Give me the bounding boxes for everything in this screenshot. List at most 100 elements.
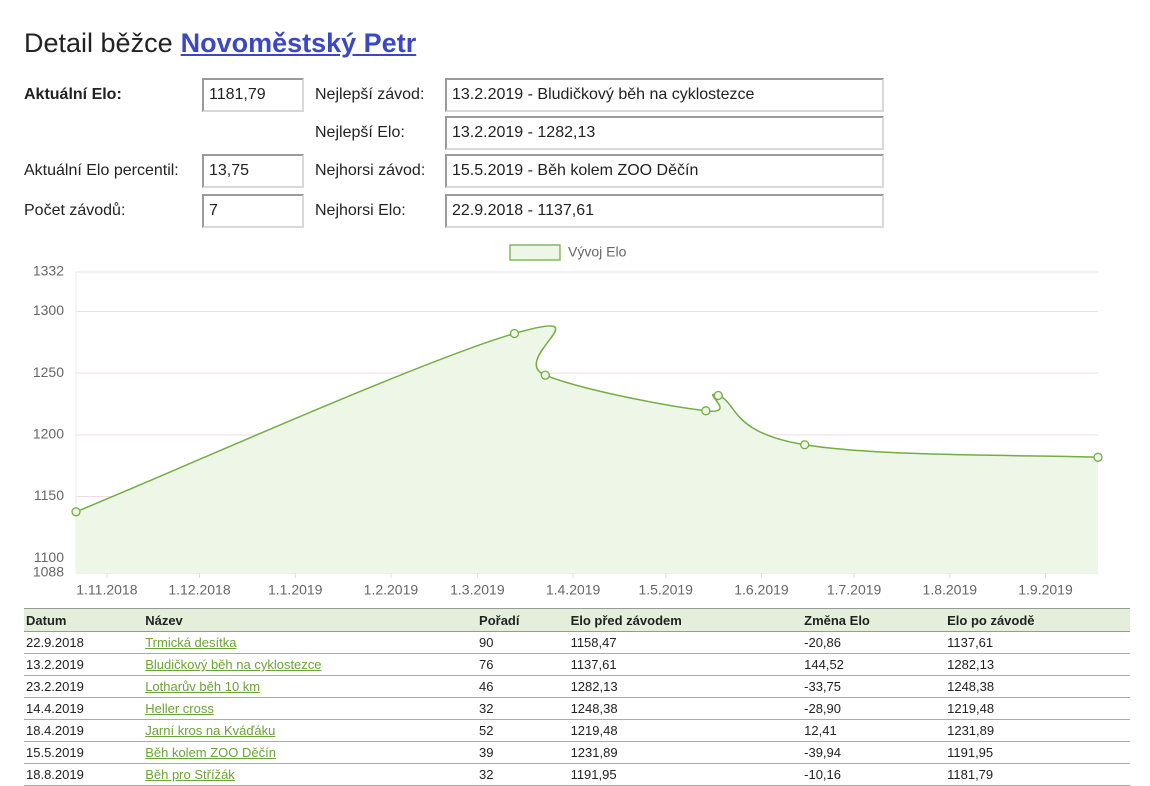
race-link[interactable]: Běh pro Střížák: [145, 767, 235, 782]
cell: 1248,38: [945, 675, 1130, 698]
x-tick-label: 1.5.2019: [638, 582, 693, 598]
column-header: Elo po závodě: [945, 608, 1130, 632]
field-label: Aktuální Elo percentil:: [24, 162, 179, 179]
cell: 18.4.2019: [24, 719, 144, 742]
y-tick-label: 1332: [33, 263, 64, 279]
cell: Lotharův běh 10 km: [143, 675, 478, 698]
cell: 1282,13: [945, 653, 1130, 676]
column-header: Datum: [24, 608, 144, 632]
x-tick-label: 1.8.2019: [923, 582, 978, 598]
column-header: Změna Elo: [802, 608, 946, 632]
cell: 1137,61: [568, 653, 803, 676]
cell: 39: [477, 741, 569, 764]
x-tick-label: 1.7.2019: [827, 582, 882, 598]
field-value: 13.2.2019 - Bludičkový běh na cyklostezc…: [445, 78, 884, 112]
cell: 46: [477, 675, 569, 698]
point: [800, 440, 810, 450]
runner-link[interactable]: Novoměstský Petr: [180, 28, 417, 58]
table-row: 18.8.2019 Běh pro Střížák 32 1191,95 -10,16 1…: [24, 763, 1130, 786]
cell: 32: [477, 697, 569, 720]
cell: 18.8.2019: [24, 763, 144, 786]
y-tick-label: 1100: [34, 549, 64, 565]
cell: Heller cross: [143, 697, 478, 720]
race-link[interactable]: Bludičkový běh na cyklostezce: [145, 657, 322, 672]
point: [713, 390, 723, 401]
cell: 52: [477, 719, 569, 742]
field-value: 1181,79: [202, 78, 304, 112]
field-label: Nejlepší závod:: [315, 86, 425, 103]
x-tick-label: 1.3.2019: [450, 582, 505, 598]
cell: 90: [477, 631, 569, 654]
x-tick-label: 1.9.2019: [1018, 582, 1073, 598]
cell: 144,52: [802, 653, 946, 676]
cell: 23.2.2019: [24, 675, 144, 698]
field-label: Počet závodů:: [24, 202, 126, 219]
table-row: 13.2.2019 Bludičkový běh na cyklostezce 76…: [24, 653, 1130, 676]
field-label: Nejhorsi závod:: [315, 162, 426, 179]
cell: 1137,61: [945, 631, 1130, 654]
cell: 14.4.2019: [24, 697, 144, 720]
cell: -10,16: [802, 763, 946, 786]
cell: Běh kolem ZOO Děčín: [143, 741, 478, 764]
results-table: Datum Název Pořadí Elo před závodem Změna El…: [24, 608, 1130, 786]
race-link[interactable]: Běh kolem ZOO Děčín: [145, 745, 276, 760]
cell: -33,75: [802, 675, 946, 698]
cell: 76: [477, 653, 569, 676]
race-link[interactable]: Trmická desítka: [145, 635, 237, 650]
x-tick-label: 1.11.2018: [76, 582, 137, 598]
legend-label: Vývoj Elo: [568, 244, 627, 260]
x-tick-label: 1.1.2019: [268, 582, 323, 598]
cell: 1248,38: [568, 697, 803, 720]
x-tick-label: 1.12.2018: [168, 582, 230, 598]
column-header: Název: [143, 608, 478, 632]
cell: Jarní kros na Kváďáku: [143, 719, 478, 742]
cell: 1181,79: [945, 763, 1130, 786]
field-value: 13,75: [202, 154, 304, 188]
cell: 1191,95: [945, 741, 1130, 764]
legend-swatch: [509, 244, 561, 261]
cell: 1191,95: [568, 763, 803, 786]
race-link[interactable]: Lotharův běh 10 km: [145, 679, 261, 694]
table-row: 14.4.2019 Heller cross 32 1248,38 -28,90 1219…: [24, 697, 1130, 720]
point: [71, 507, 81, 517]
field-label: Nejlepší Elo:: [315, 124, 405, 141]
column-header: Elo před závodem: [568, 608, 803, 632]
cell: 15.5.2019: [24, 741, 144, 764]
field-value: 13.2.2019 - 1282,13: [445, 116, 884, 150]
point: [509, 328, 520, 339]
cell: -39,94: [802, 741, 946, 764]
table-row: 22.9.2018 Trmická desítka 90 1158,47 -20,86 1…: [24, 631, 1130, 654]
table-row: 15.5.2019 Běh kolem ZOO Děčín 39 1231,89 -39…: [24, 741, 1130, 764]
cell: 1231,89: [568, 741, 803, 764]
cell: 1231,89: [945, 719, 1130, 742]
field-label: Nejhorsi Elo:: [315, 202, 406, 219]
race-link[interactable]: Heller cross: [145, 701, 214, 716]
point: [701, 406, 711, 416]
x-tick-label: 1.6.2019: [734, 582, 789, 598]
cell: 12,41: [802, 719, 946, 742]
cell: -28,90: [802, 697, 946, 720]
race-link[interactable]: Jarní kros na Kváďáku: [145, 723, 276, 738]
cell: 22.9.2018: [24, 631, 144, 654]
cell: -20,86: [802, 631, 946, 654]
page-title: Detail běžce Novoměstský Petr: [24, 28, 416, 59]
table-row: 18.4.2019 Jarní kros na Kváďáku 52 1219,48 1…: [24, 719, 1130, 742]
y-tick-label: 1088: [33, 564, 64, 580]
cell: Bludičkový běh na cyklostezce: [143, 653, 478, 676]
column-header: Pořadí: [477, 608, 569, 632]
cell: 32: [477, 763, 569, 786]
cell: 1158,47: [568, 631, 803, 654]
cell: Trmická desítka: [143, 631, 478, 654]
y-tick-label: 1150: [34, 487, 64, 503]
point: [540, 370, 550, 380]
cell: Běh pro Střížák: [143, 763, 478, 786]
y-tick-label: 1300: [33, 302, 64, 318]
field-label: Aktuální Elo:: [24, 86, 122, 103]
y-tick-label: 1250: [33, 364, 64, 380]
x-tick-label: 1.4.2019: [546, 582, 601, 598]
table-row: 23.2.2019 Lotharův běh 10 km 46 1282,13 -33,…: [24, 675, 1130, 698]
field-value: 22.9.2018 - 1137,61: [445, 194, 884, 228]
field-value: 7: [202, 194, 304, 228]
